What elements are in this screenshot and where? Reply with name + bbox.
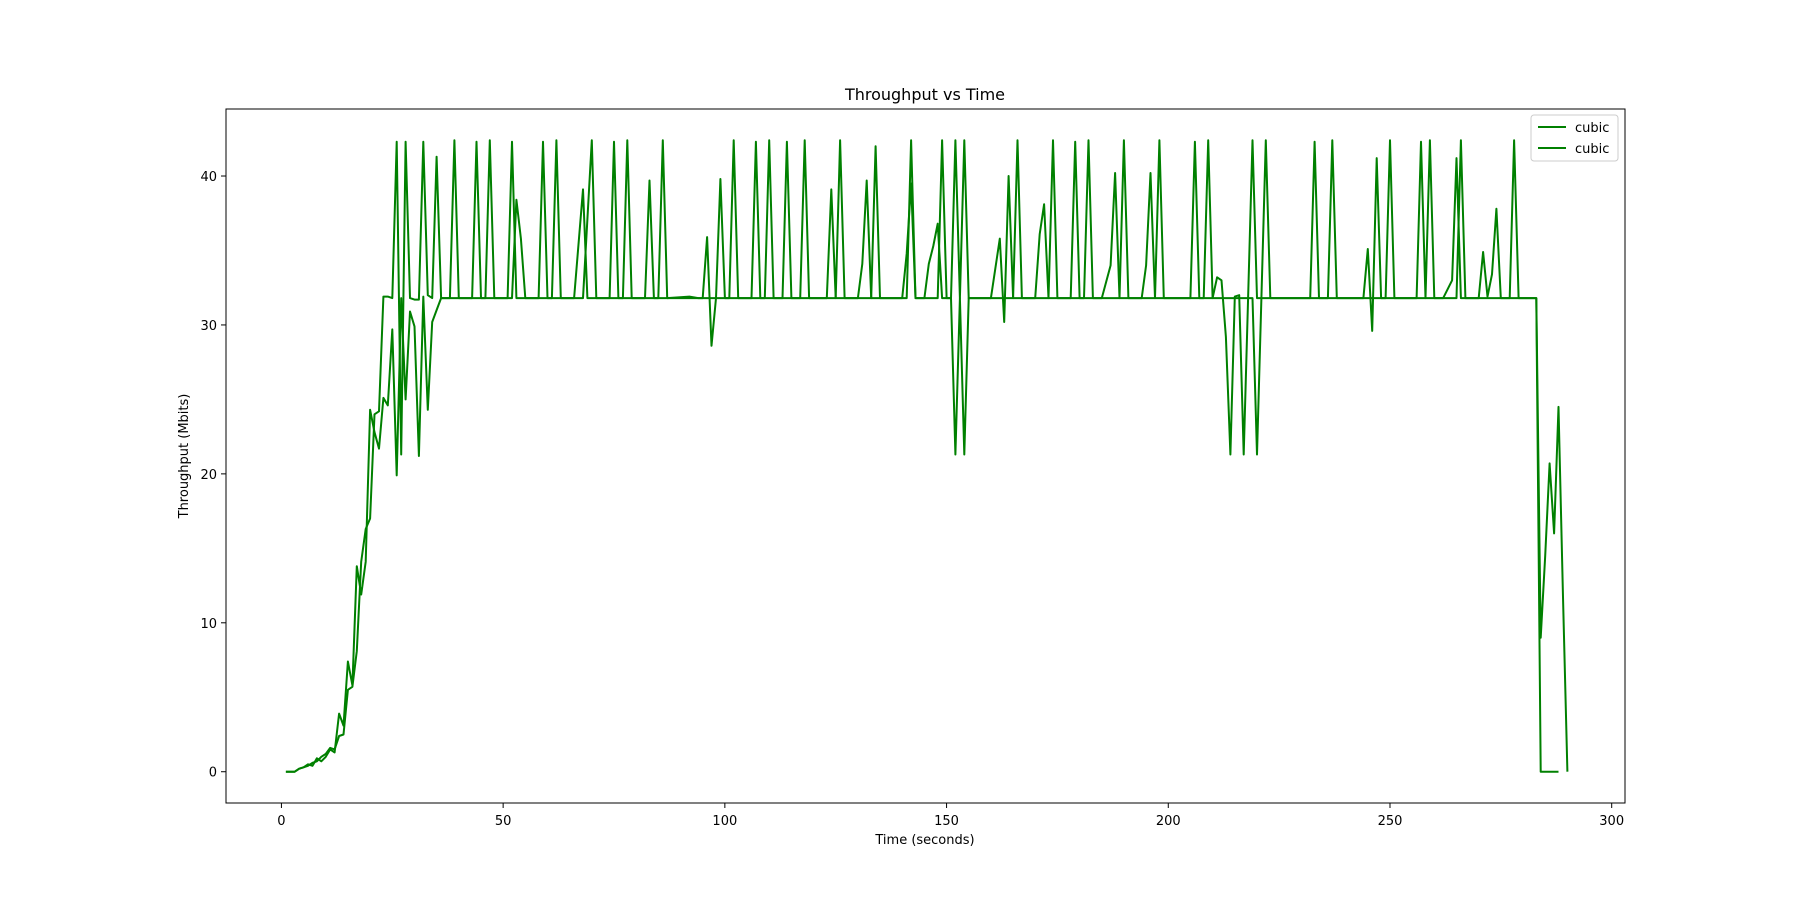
legend: cubic cubic: [1530, 114, 1619, 162]
y-tick-label: 10: [200, 617, 217, 632]
y-tick-label: 20: [200, 468, 217, 483]
x-tick-label: 200: [1156, 814, 1181, 829]
x-axis-label: Time (seconds): [874, 833, 974, 848]
y-tick-label: 30: [200, 319, 217, 334]
x-tick-label: 100: [712, 814, 737, 829]
x-tick-label: 300: [1599, 814, 1624, 829]
series-line-2: [285, 139, 1569, 773]
series-layer: [285, 139, 1569, 773]
x-tick-label: 0: [277, 814, 285, 829]
y-axis-ticks: 0 10 20 30 40: [200, 170, 226, 781]
y-tick-label: 40: [200, 170, 217, 185]
legend-entry-2: cubic: [1575, 142, 1609, 157]
chart-title: Throughput vs Time: [844, 85, 1005, 104]
y-tick-label: 0: [209, 766, 217, 781]
legend-entry-1: cubic: [1575, 121, 1609, 136]
x-tick-label: 50: [495, 814, 512, 829]
x-tick-label: 150: [934, 814, 959, 829]
plot-frame: [225, 108, 1626, 804]
x-axis-ticks: 0 50 100 150 200 250 300: [277, 803, 1624, 829]
y-axis-label: Throughput (Mbits): [177, 394, 192, 520]
x-tick-label: 250: [1378, 814, 1403, 829]
